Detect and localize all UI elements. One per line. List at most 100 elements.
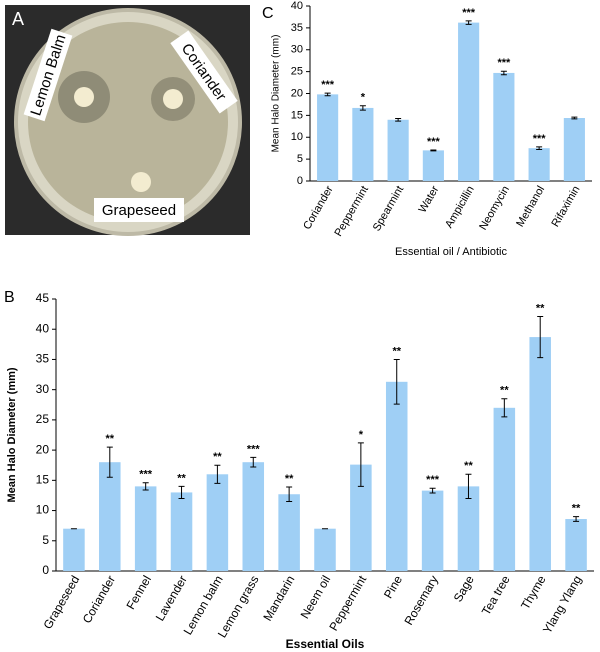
y-tick-label: 15	[36, 473, 50, 487]
x-tick-label: Ampicillin	[443, 184, 477, 230]
bar	[458, 22, 480, 181]
x-tick-label: Tea tree	[479, 573, 513, 618]
y-tick-label: 20	[36, 442, 50, 456]
x-tick-label: Neem oil	[298, 573, 334, 621]
error-bar	[142, 482, 149, 491]
bar	[170, 492, 193, 571]
error-bar	[465, 20, 472, 25]
y-tick-label: 0	[297, 175, 303, 187]
bar	[565, 519, 587, 571]
significance: *	[361, 92, 366, 104]
significance: ***	[427, 136, 441, 148]
significance: ***	[497, 57, 511, 69]
x-tick-label: Peppermint	[332, 184, 371, 239]
bar	[529, 337, 551, 571]
bar	[134, 486, 157, 571]
y-tick-label: 0	[42, 563, 49, 577]
y-tick-label: 20	[291, 87, 303, 99]
error-bar	[571, 116, 578, 120]
bar	[387, 119, 409, 181]
x-tick-label: Fennel	[124, 573, 154, 612]
bar	[278, 494, 300, 571]
y-tick-label: 5	[42, 533, 49, 547]
label-background	[170, 30, 238, 114]
significance: **	[536, 302, 545, 314]
significance: **	[392, 345, 401, 357]
y-tick-label: 35	[291, 22, 303, 34]
bar	[63, 528, 85, 571]
significance: ***	[426, 474, 440, 486]
error-bar	[357, 442, 364, 487]
x-tick-label: Lavender	[153, 573, 190, 623]
y-axis-label: Mean Halo Diameter (mm)	[6, 367, 18, 502]
significance: **	[106, 433, 115, 445]
y-tick-label: 30	[36, 382, 50, 396]
bar	[563, 118, 585, 181]
y-tick-label: 5	[297, 153, 303, 165]
x-axis-label: Essential oil / Antibiotic	[395, 246, 507, 258]
bar	[206, 474, 229, 571]
bar	[314, 528, 336, 571]
photo-panel: A Lemon Balm Coriander Grapeseed	[5, 5, 250, 236]
y-tick-label: 40	[291, 0, 303, 12]
bar	[457, 486, 480, 571]
error-bar	[429, 487, 436, 494]
bar	[422, 150, 444, 181]
bar	[493, 72, 515, 181]
bar	[421, 490, 444, 571]
y-tick-label: 10	[291, 131, 303, 143]
x-tick-label: Rosemary	[401, 573, 440, 627]
significance: **	[464, 460, 473, 472]
significance: ***	[462, 7, 476, 19]
y-axis-label: Mean Halo Diameter (mm)	[271, 35, 282, 153]
error-bar	[214, 464, 221, 484]
x-tick-label: Spearmint	[371, 184, 406, 233]
significance: **	[213, 451, 222, 463]
bar	[99, 462, 121, 571]
x-tick-label: Mandarin	[260, 573, 297, 623]
y-tick-label: 25	[36, 412, 50, 426]
disc	[74, 87, 94, 107]
error-bar	[395, 117, 402, 122]
label-background	[94, 198, 184, 222]
significance: ***	[247, 443, 261, 455]
y-tick-label: 15	[291, 109, 303, 121]
bar	[350, 464, 372, 571]
x-tick-label: Coriander	[80, 573, 118, 626]
x-tick-label: Rifaximin	[549, 184, 582, 229]
error-bar	[393, 358, 400, 405]
error-bar	[106, 446, 113, 478]
error-bar	[359, 105, 366, 111]
significance: *	[359, 429, 364, 441]
significance: ***	[533, 133, 547, 145]
disc	[131, 172, 151, 192]
error-bar	[500, 70, 507, 76]
x-axis-label: Essential Oils	[286, 637, 365, 651]
significance: **	[572, 503, 581, 515]
x-tick-label: Thyme	[518, 573, 549, 612]
error-bar	[430, 149, 437, 152]
error-bar	[573, 516, 580, 522]
significance: **	[285, 473, 294, 485]
x-tick-label: Pine	[381, 573, 405, 601]
photo-label: Grapeseed	[102, 202, 176, 219]
bar	[317, 94, 339, 181]
y-tick-label: 10	[36, 503, 50, 517]
significance: ***	[139, 469, 153, 481]
y-tick-label: 35	[36, 352, 50, 366]
error-bar	[501, 398, 508, 418]
x-tick-label: Water	[417, 184, 442, 215]
bar	[352, 107, 374, 181]
label-background	[23, 28, 73, 122]
panel-label: A	[12, 9, 24, 29]
bar	[385, 381, 408, 571]
error-bar	[536, 146, 543, 150]
significance: ***	[321, 79, 335, 91]
bar	[528, 148, 550, 181]
x-tick-label: Peppermint	[326, 573, 369, 634]
disc	[163, 89, 183, 109]
bar	[493, 407, 516, 571]
y-tick-label: 30	[291, 44, 303, 56]
